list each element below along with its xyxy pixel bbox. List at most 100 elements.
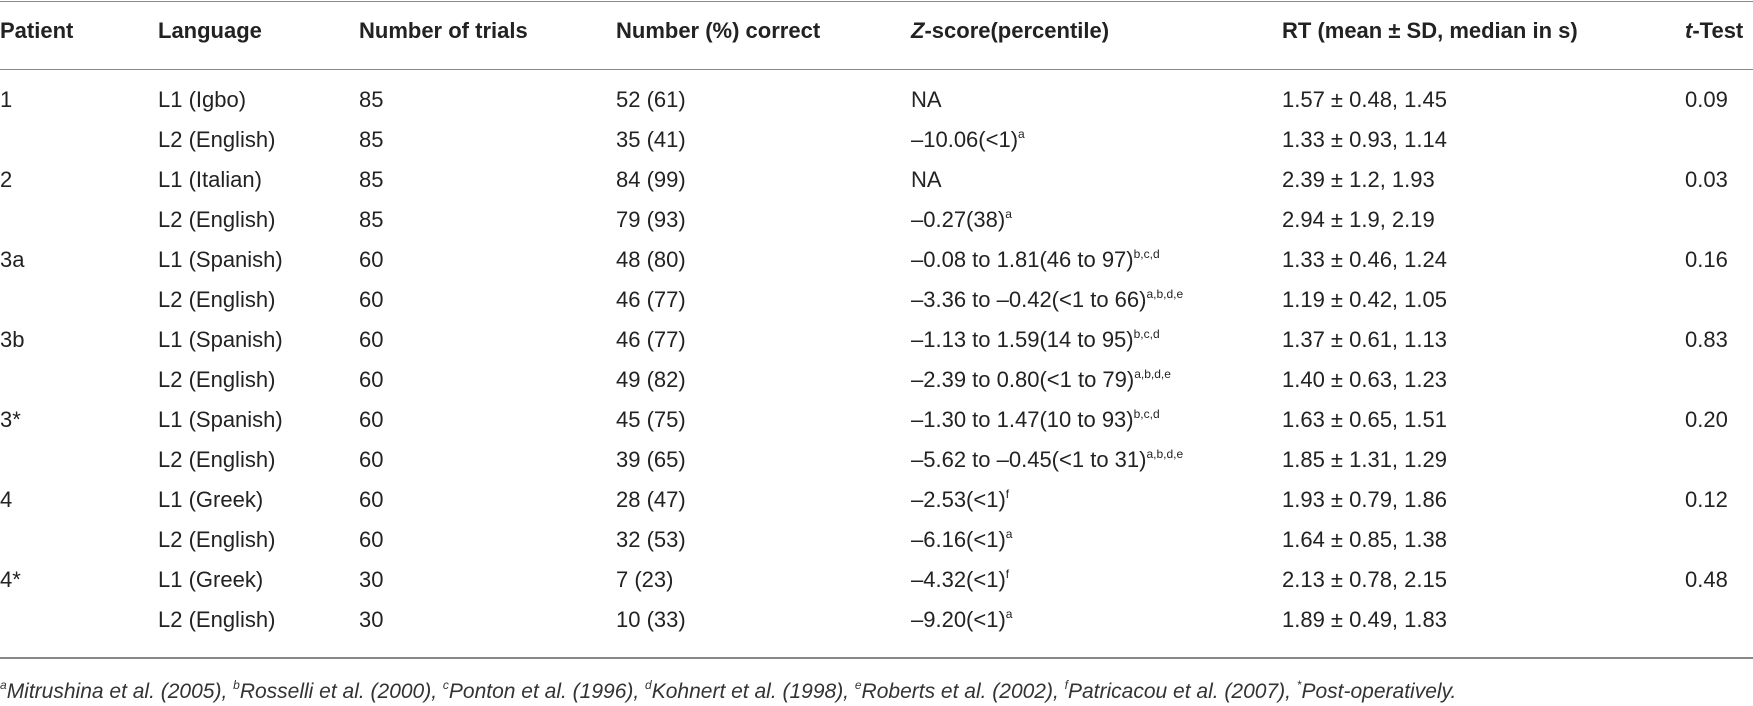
header-cell: t-Test: [1685, 18, 1743, 44]
correct: 7 (23): [616, 567, 674, 592]
z-score: –3.36 to –0.42(<1 to 66): [911, 287, 1147, 312]
language-cell: L2 (English): [158, 287, 275, 313]
language-cell: L1 (Spanish): [158, 247, 283, 273]
z-score-cell: –9.20(<1)a: [911, 607, 1012, 633]
header-text: -score(percentile): [924, 18, 1110, 43]
footnote-text: Mitrushina et al. (2005),: [6, 680, 234, 703]
z-score: –2.53(<1): [911, 487, 1006, 512]
trials-cell: 85: [359, 127, 383, 153]
z-score-cell: NA: [911, 87, 942, 113]
correct: 35 (41): [616, 127, 686, 152]
trials: 85: [359, 167, 384, 192]
t-test-cell: 0.03: [1685, 167, 1728, 193]
header-cell: Patient: [0, 18, 73, 44]
trials: 60: [359, 247, 384, 272]
trials-cell: 60: [359, 487, 383, 513]
language: L2 (English): [158, 207, 276, 232]
z-score-ref: b,c,d: [1133, 407, 1160, 421]
z-score-cell: –1.30 to 1.47(10 to 93)b,c,d: [911, 407, 1160, 433]
t-test-cell: 0.09: [1685, 87, 1728, 113]
t-test-cell: 0.83: [1685, 327, 1728, 353]
correct-cell: 79 (93): [616, 207, 686, 233]
language-cell: L1 (Greek): [158, 487, 263, 513]
rt-cell: 1.19 ± 0.42, 1.05: [1282, 287, 1447, 313]
correct: 52 (61): [616, 87, 686, 112]
patient-cell: 3*: [0, 407, 21, 433]
patient: 4*: [0, 567, 21, 592]
correct: 48 (80): [616, 247, 686, 272]
footnote-mark: e: [854, 678, 862, 692]
trials-cell: 60: [359, 327, 383, 353]
header-cell: RT (mean ± SD, median in s): [1282, 18, 1578, 44]
z-score-cell: –0.27(38)a: [911, 207, 1012, 233]
rt-cell: 2.94 ± 1.9, 2.19: [1282, 207, 1435, 233]
rt-cell: 2.13 ± 0.78, 2.15: [1282, 567, 1447, 593]
correct-cell: 32 (53): [616, 527, 686, 553]
correct: 46 (77): [616, 287, 686, 312]
z-score-ref: b,c,d: [1133, 247, 1160, 261]
patient-cell: 3b: [0, 327, 24, 353]
language-cell: L2 (English): [158, 207, 275, 233]
language: L1 (Spanish): [158, 407, 283, 432]
rt-cell: 1.33 ± 0.93, 1.14: [1282, 127, 1447, 153]
z-score-ref: a: [1005, 607, 1013, 621]
patient: 4: [0, 487, 13, 512]
rt: 1.64 ± 0.85, 1.38: [1282, 527, 1447, 552]
z-score: NA: [911, 167, 942, 192]
correct: 32 (53): [616, 527, 686, 552]
t-test-cell: 0.48: [1685, 567, 1728, 593]
trials: 30: [359, 607, 384, 632]
footnote-text: Rosselli et al. (2000),: [239, 680, 443, 703]
rt: 1.89 ± 0.49, 1.83: [1282, 607, 1447, 632]
trials-cell: 30: [359, 607, 383, 633]
footnote-mark: b: [233, 678, 240, 692]
z-score-cell: –2.39 to 0.80(<1 to 79)a,b,d,e: [911, 367, 1171, 393]
correct-cell: 46 (77): [616, 287, 686, 313]
correct-cell: 28 (47): [616, 487, 686, 513]
z-score-ref: a,b,d,e: [1134, 367, 1171, 381]
t-test: 0.16: [1685, 247, 1728, 272]
trials-cell: 85: [359, 167, 383, 193]
correct-cell: 39 (65): [616, 447, 686, 473]
patient: 1: [0, 87, 13, 112]
patient: 3*: [0, 407, 21, 432]
header-text: Number (%) correct: [616, 18, 821, 43]
correct-cell: 49 (82): [616, 367, 686, 393]
z-score-ref: a,b,d,e: [1146, 287, 1184, 301]
rt-cell: 1.40 ± 0.63, 1.23: [1282, 367, 1447, 393]
correct-cell: 46 (77): [616, 327, 686, 353]
z-score-ref: f: [1005, 487, 1010, 501]
correct-cell: 45 (75): [616, 407, 686, 433]
language-cell: L2 (English): [158, 447, 275, 473]
trials: 85: [359, 127, 384, 152]
trials-cell: 85: [359, 207, 383, 233]
patient-cell: 3a: [0, 247, 24, 273]
correct: 84 (99): [616, 167, 686, 192]
z-score: –5.62 to –0.45(<1 to 31): [911, 447, 1147, 472]
correct-cell: 48 (80): [616, 247, 686, 273]
rt-cell: 1.64 ± 0.85, 1.38: [1282, 527, 1447, 553]
z-score-cell: –3.36 to –0.42(<1 to 66)a,b,d,e: [911, 287, 1183, 313]
trials: 60: [359, 327, 384, 352]
trials-cell: 30: [359, 567, 383, 593]
language-cell: L1 (Spanish): [158, 327, 283, 353]
language-cell: L1 (Spanish): [158, 407, 283, 433]
correct-cell: 52 (61): [616, 87, 686, 113]
rt-cell: 1.57 ± 0.48, 1.45: [1282, 87, 1447, 113]
z-score-ref: a,b,d,e: [1146, 447, 1184, 461]
trials-cell: 60: [359, 247, 383, 273]
header-text: Language: [158, 18, 262, 43]
correct: 39 (65): [616, 447, 686, 472]
language: L2 (English): [158, 367, 276, 392]
trials-cell: 60: [359, 527, 383, 553]
rt-cell: 2.39 ± 1.2, 1.93: [1282, 167, 1435, 193]
language-cell: L2 (English): [158, 607, 275, 633]
rt-cell: 1.89 ± 0.49, 1.83: [1282, 607, 1447, 633]
z-score-ref: b,c,d: [1133, 327, 1160, 341]
patient-cell: 1: [0, 87, 12, 113]
language: L1 (Spanish): [158, 327, 283, 352]
footnote-text: Kohnert et al. (1998),: [651, 680, 855, 703]
z-score-cell: NA: [911, 167, 942, 193]
rt: 1.63 ± 0.65, 1.51: [1282, 407, 1447, 432]
